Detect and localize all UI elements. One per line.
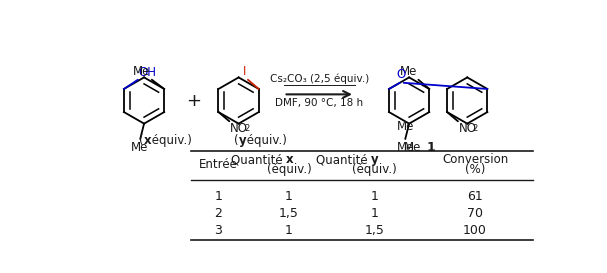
Text: OH: OH [138, 66, 157, 79]
Text: x: x [286, 153, 294, 166]
Text: Me: Me [399, 65, 417, 78]
Text: Cs₂CO₃ (2,5 équiv.): Cs₂CO₃ (2,5 équiv.) [270, 73, 369, 84]
Text: NO: NO [230, 122, 248, 135]
Text: O: O [397, 67, 406, 81]
Text: (équiv.): (équiv.) [352, 162, 396, 176]
Text: 2: 2 [244, 124, 249, 133]
Text: y: y [371, 153, 379, 166]
Text: 61: 61 [467, 190, 483, 203]
Text: Conversion: Conversion [442, 153, 508, 166]
Text: Quantité: Quantité [231, 153, 286, 166]
Text: 1: 1 [285, 190, 293, 203]
Text: Quantité: Quantité [316, 153, 371, 166]
Text: 1: 1 [285, 224, 293, 237]
Text: Entrée: Entrée [199, 158, 238, 171]
Text: 2: 2 [473, 124, 478, 133]
Text: +: + [186, 91, 201, 109]
Text: y: y [239, 134, 246, 147]
Text: Me: Me [133, 65, 151, 78]
Text: (%): (%) [465, 162, 485, 176]
Text: (équiv.): (équiv.) [266, 162, 311, 176]
Text: 100: 100 [463, 224, 487, 237]
Text: 1: 1 [214, 190, 222, 203]
Text: équiv.): équiv.) [243, 134, 287, 147]
Text: I: I [243, 65, 246, 78]
Text: équiv.): équiv.) [148, 134, 192, 147]
Text: Me: Me [396, 141, 414, 154]
Text: Me: Me [404, 141, 422, 153]
Text: 3: 3 [214, 224, 222, 237]
Text: 1: 1 [370, 207, 378, 220]
Text: DMF, 90 °C, 18 h: DMF, 90 °C, 18 h [275, 98, 363, 108]
Text: (: ( [140, 134, 144, 147]
Text: 2: 2 [214, 207, 222, 220]
Text: 1,5: 1,5 [364, 224, 384, 237]
Text: x: x [144, 134, 152, 147]
Text: 1: 1 [370, 190, 378, 203]
Text: 1: 1 [426, 141, 435, 153]
Text: NO: NO [459, 122, 476, 135]
Text: 1,5: 1,5 [279, 207, 299, 220]
Text: Me: Me [396, 120, 414, 133]
Text: Me: Me [131, 141, 148, 154]
Text: (: ( [234, 134, 239, 147]
Text: 70: 70 [467, 207, 483, 220]
